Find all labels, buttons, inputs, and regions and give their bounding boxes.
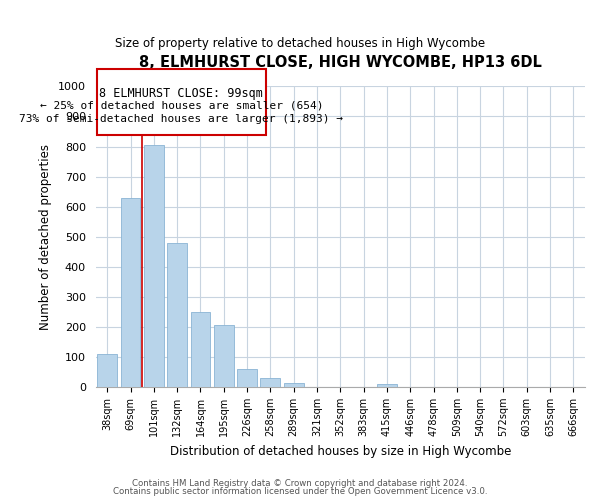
Bar xyxy=(191,312,211,387)
Bar xyxy=(144,145,164,387)
Bar xyxy=(214,326,233,387)
Bar xyxy=(121,198,140,387)
FancyBboxPatch shape xyxy=(97,69,266,135)
Bar xyxy=(97,354,117,387)
Text: ← 25% of detached houses are smaller (654): ← 25% of detached houses are smaller (65… xyxy=(40,101,323,111)
Bar xyxy=(260,378,280,387)
Text: 73% of semi-detached houses are larger (1,893) →: 73% of semi-detached houses are larger (… xyxy=(19,114,343,124)
Y-axis label: Number of detached properties: Number of detached properties xyxy=(40,144,52,330)
Bar xyxy=(237,369,257,387)
Text: Contains HM Land Registry data © Crown copyright and database right 2024.: Contains HM Land Registry data © Crown c… xyxy=(132,478,468,488)
Text: Contains public sector information licensed under the Open Government Licence v3: Contains public sector information licen… xyxy=(113,487,487,496)
Text: 8 ELMHURST CLOSE: 99sqm: 8 ELMHURST CLOSE: 99sqm xyxy=(100,88,263,101)
Bar xyxy=(284,384,304,387)
Text: Size of property relative to detached houses in High Wycombe: Size of property relative to detached ho… xyxy=(115,38,485,51)
Title: 8, ELMHURST CLOSE, HIGH WYCOMBE, HP13 6DL: 8, ELMHURST CLOSE, HIGH WYCOMBE, HP13 6D… xyxy=(139,55,542,70)
Bar xyxy=(167,242,187,387)
Bar xyxy=(377,384,397,387)
X-axis label: Distribution of detached houses by size in High Wycombe: Distribution of detached houses by size … xyxy=(170,444,511,458)
